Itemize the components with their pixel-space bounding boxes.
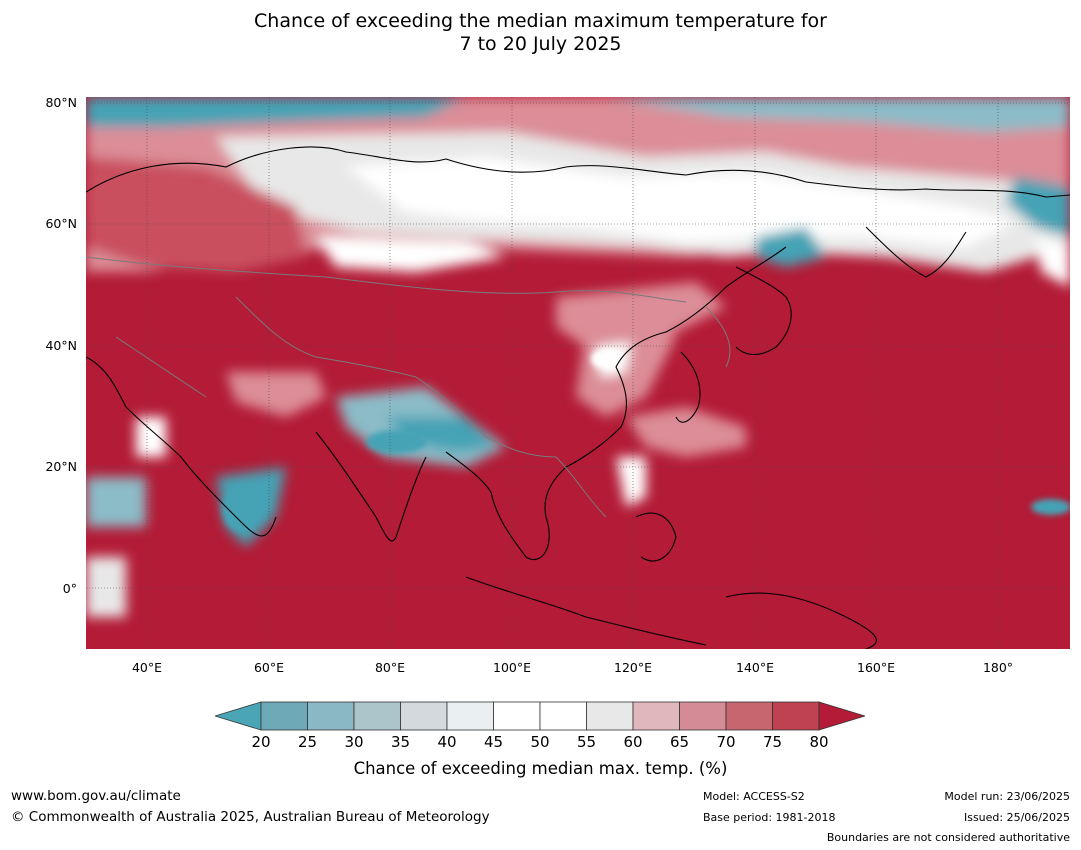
lon-label-100e: 100°E xyxy=(492,660,532,675)
colorbar-swatch xyxy=(493,701,541,731)
issued-date: Issued: 25/06/2025 xyxy=(963,811,1070,824)
copyright: © Commonwealth of Australia 2025, Austra… xyxy=(11,809,490,825)
colorbar-tick: 65 xyxy=(669,733,690,751)
colorbar-segments xyxy=(215,701,865,731)
probability-detail xyxy=(222,349,1070,531)
title-line-1: Chance of exceeding the median maximum t… xyxy=(254,10,827,32)
colorbar-high-arrow xyxy=(818,701,865,731)
probability-field xyxy=(86,97,1070,617)
colorbar-tick: 60 xyxy=(623,733,643,751)
colorbar-tick: 75 xyxy=(762,733,783,751)
lat-label-80n: 80°N xyxy=(45,95,77,110)
colorbar-swatch xyxy=(353,701,401,731)
colorbar-swatch xyxy=(307,701,355,731)
base-period: Base period: 1981-2018 xyxy=(703,811,836,824)
model-run-date: Model run: 23/06/2025 xyxy=(944,790,1070,803)
model-name: Model: ACCESS-S2 xyxy=(703,790,805,803)
colorbar-tick: 45 xyxy=(483,733,504,751)
colorbar xyxy=(215,701,865,731)
graticule xyxy=(86,97,1070,649)
colorbar-low-arrow xyxy=(215,701,262,731)
colorbar-tick: 25 xyxy=(297,733,318,751)
lon-label-120e: 120°E xyxy=(613,660,653,675)
colorbar-swatch xyxy=(539,701,587,731)
colorbar-tick: 40 xyxy=(437,733,457,751)
colorbar-swatch xyxy=(679,701,727,731)
colorbar-tick: 50 xyxy=(530,733,550,751)
colorbar-swatch xyxy=(586,701,634,731)
lat-label-40n: 40°N xyxy=(45,338,77,353)
lat-label-60n: 60°N xyxy=(45,216,77,231)
map-canvas xyxy=(86,97,1070,649)
lon-label-60e: 60°E xyxy=(253,660,285,675)
colorbar-tick: 20 xyxy=(251,733,271,751)
lat-label-20n: 20°N xyxy=(45,459,77,474)
lon-label-180: 180° xyxy=(982,660,1014,675)
lon-label-40e: 40°E xyxy=(131,660,163,675)
colorbar-swatch xyxy=(260,701,308,731)
colorbar-tick: 35 xyxy=(390,733,411,751)
colorbar-tick: 55 xyxy=(576,733,597,751)
colorbar-swatch xyxy=(632,701,680,731)
colorbar-swatch xyxy=(446,701,494,731)
colorbar-tick: 30 xyxy=(344,733,364,751)
colorbar-label: Chance of exceeding median max. temp. (%… xyxy=(353,759,728,778)
website-link[interactable]: www.bom.gov.au/climate xyxy=(11,788,181,804)
lon-label-160e: 160°E xyxy=(856,660,896,675)
coastlines xyxy=(86,146,1070,649)
borders xyxy=(86,256,731,518)
colorbar-tick: 80 xyxy=(809,733,829,751)
title-line-2: 7 to 20 July 2025 xyxy=(459,33,622,55)
lon-label-140e: 140°E xyxy=(735,660,775,675)
colorbar-swatch xyxy=(400,701,448,731)
probability-map xyxy=(86,97,1070,649)
boundaries-disclaimer: Boundaries are not considered authoritat… xyxy=(826,831,1070,844)
lon-label-80e: 80°E xyxy=(374,660,406,675)
lat-label-0: 0° xyxy=(62,581,77,596)
colorbar-swatch xyxy=(725,701,773,731)
colorbar-tick: 70 xyxy=(716,733,736,751)
map-title: Chance of exceeding the median maximum t… xyxy=(0,10,1081,56)
colorbar-swatch xyxy=(772,701,820,731)
